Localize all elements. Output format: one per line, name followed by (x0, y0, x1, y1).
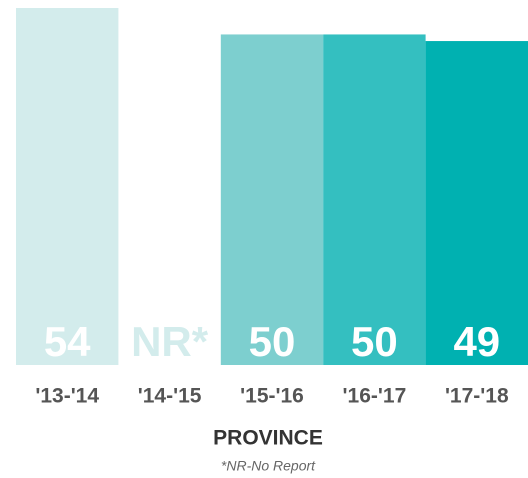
value-label: 54 (44, 318, 91, 365)
footnote: *NR-No Report (221, 458, 316, 474)
x-tick-label: '17-'18 (445, 385, 509, 408)
value-label: 50 (249, 318, 296, 365)
x-tick-label: '14-'15 (138, 385, 202, 408)
x-tick-label: '13-'14 (35, 385, 99, 408)
value-label: 50 (351, 318, 398, 365)
bar (425, 41, 528, 366)
value-label: NR* (131, 318, 209, 365)
x-tick-label: '16-'17 (343, 385, 407, 408)
bar (220, 34, 324, 365)
value-label: 49 (453, 318, 500, 365)
x-tick-label: '15-'16 (240, 385, 304, 408)
chart-title: PROVINCE (213, 427, 323, 450)
bar (16, 8, 119, 365)
bar (323, 34, 426, 365)
